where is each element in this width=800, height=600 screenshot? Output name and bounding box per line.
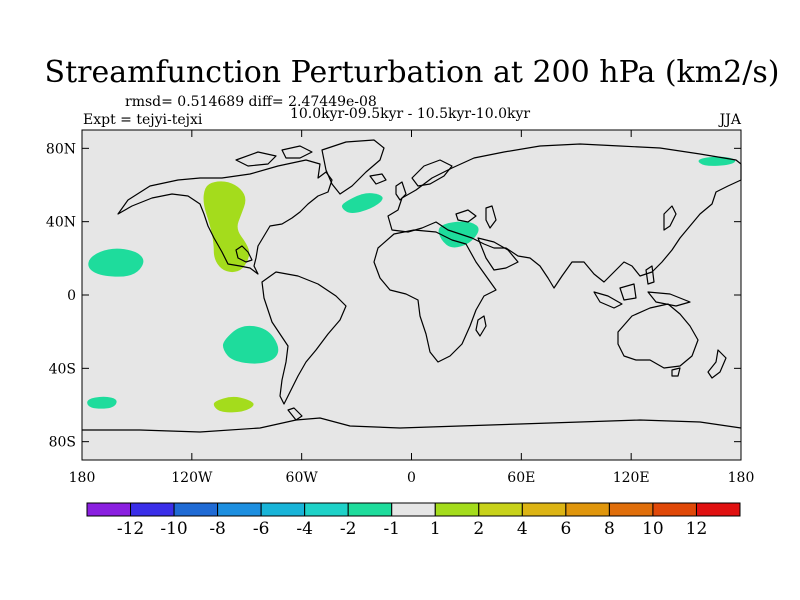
- x-tick-label: 120E: [613, 470, 650, 486]
- x-tick-label: 180: [728, 470, 755, 486]
- colorbar-swatch: [565, 502, 610, 517]
- colorbar-swatch: [434, 502, 480, 517]
- colorbar-label: -8: [209, 519, 226, 539]
- colorbar-label: -6: [253, 519, 270, 539]
- y-axis-ticks: 80N 40N 0 40S 80S: [46, 141, 741, 451]
- colorbar-swatch: [173, 502, 219, 517]
- colorbar-swatch: [86, 502, 132, 517]
- colorbar-swatch: [695, 502, 741, 517]
- colorbar-label: -4: [296, 519, 313, 539]
- colorbar-swatch: [521, 502, 567, 517]
- colorbar-swatch: [260, 502, 306, 517]
- negative-anomaly-southern-ocean: [87, 396, 117, 409]
- y-tick-label: 80S: [49, 435, 76, 451]
- x-tick-label: 60E: [507, 470, 535, 486]
- colorbar-label: 6: [560, 519, 571, 539]
- x-tick-label: 0: [407, 470, 416, 486]
- experiment-label: Expt = tejyi-tejxi: [83, 112, 203, 128]
- colorbar-label: 2: [473, 519, 484, 539]
- colorbar: -12 -10 -8 -6 -4 -2 -1 1 2 4 6 8 10 12: [86, 502, 741, 539]
- negative-anomaly-north-pacific: [88, 248, 144, 277]
- x-axis-ticks: 180 120W 60W 0 60E 120E 180: [69, 130, 755, 486]
- colorbar-label: -2: [340, 519, 357, 539]
- negative-anomaly-north-atlantic: [341, 193, 383, 213]
- stats-label: rmsd= 0.514689 diff= 2.47449e-08: [125, 94, 377, 110]
- colorbar-label: 12: [686, 519, 708, 539]
- y-tick-label: 80N: [46, 141, 76, 157]
- plot-background: [82, 130, 741, 460]
- x-tick-label: 120W: [171, 470, 213, 486]
- colorbar-swatch: [652, 502, 697, 517]
- y-tick-label: 40N: [46, 215, 76, 231]
- colorbar-swatch: [478, 502, 523, 517]
- colorbar-swatch: [347, 502, 393, 517]
- x-tick-label: 180: [69, 470, 96, 486]
- negative-anomaly-south-pacific: [222, 325, 279, 364]
- colorbar-label: 4: [517, 519, 528, 539]
- x-tick-label: 60W: [286, 470, 319, 486]
- colorbar-label: -10: [160, 519, 187, 539]
- colorbar-swatch: [391, 502, 436, 517]
- coastlines: [82, 139, 742, 433]
- periods-label: 10.0kyr-09.5kyr - 10.5kyr-10.0kyr: [290, 106, 530, 122]
- positive-anomaly-south-atlantic: [213, 396, 254, 413]
- colorbar-swatch: [608, 502, 654, 517]
- colorbar-swatch: [217, 502, 262, 517]
- colorbar-swatch: [130, 502, 175, 517]
- colorbar-label: 8: [604, 519, 615, 539]
- colorbar-label: -12: [117, 519, 144, 539]
- colorbar-swatch: [304, 502, 349, 517]
- y-tick-label: 40S: [49, 361, 76, 377]
- colorbar-label: -1: [383, 519, 400, 539]
- chart-title: Streamfunction Perturbation at 200 hPa (…: [45, 55, 780, 90]
- colorbar-label: 1: [430, 519, 441, 539]
- colorbar-label: 10: [642, 519, 664, 539]
- season-label: JJA: [718, 112, 742, 128]
- plot-frame: [81, 129, 742, 461]
- map-plot-area: 180 120W 60W 0 60E 120E 180 80N 40N 0 40S 80S: [46, 129, 755, 486]
- y-tick-label: 0: [67, 288, 76, 304]
- negative-anomaly-mediterranean: [438, 221, 479, 248]
